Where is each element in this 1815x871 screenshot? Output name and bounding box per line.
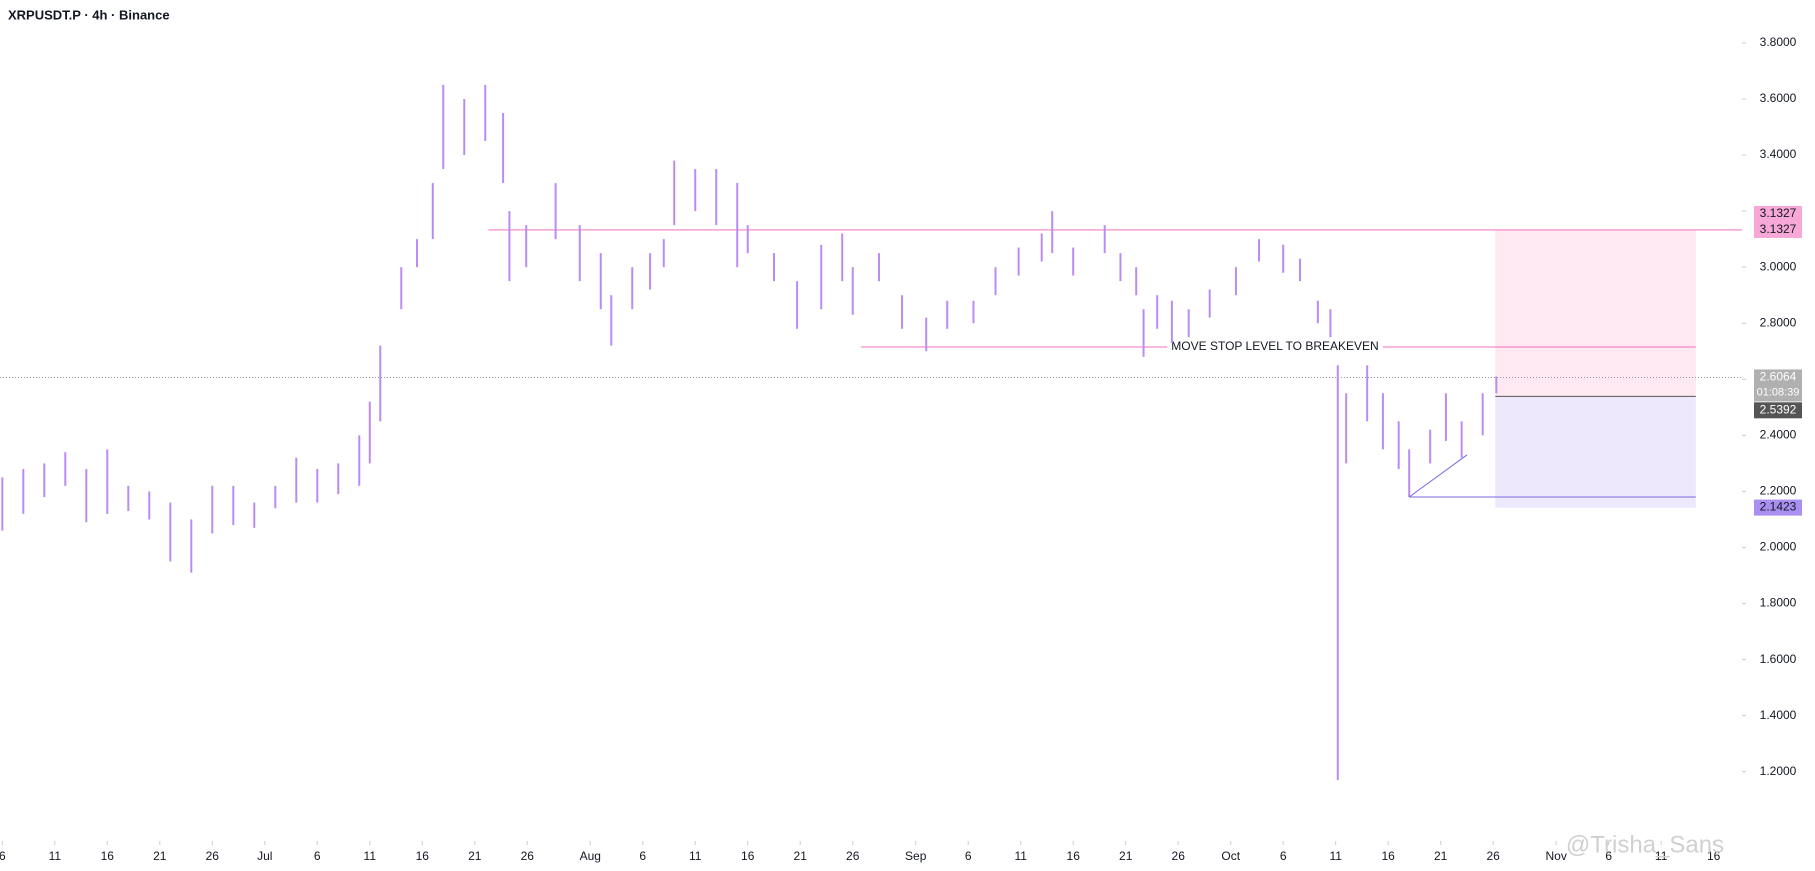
- x-tick-label: 6: [0, 849, 6, 863]
- x-tick-label: Oct: [1221, 849, 1240, 863]
- x-tick-label: 11: [689, 849, 702, 863]
- y-tick-label: 3.0000: [1760, 259, 1797, 273]
- x-tick-label: 16: [416, 849, 430, 863]
- x-tick-label: 21: [1119, 849, 1133, 863]
- x-tick-label: 16: [741, 849, 755, 863]
- y-tick-label: 3.4000: [1760, 147, 1797, 161]
- entry-label-bg: [1754, 402, 1802, 419]
- x-tick-label: 26: [1172, 849, 1186, 863]
- x-tick-label: 16: [1382, 849, 1396, 863]
- y-tick-label: 2.8000: [1760, 315, 1797, 329]
- profit-zone: [1495, 229, 1696, 397]
- y-tick-label: 2.0000: [1760, 540, 1797, 554]
- stop-label: 2.1423: [1760, 500, 1797, 514]
- x-tick-label: 6: [1280, 849, 1287, 863]
- x-tick-label: Jul: [257, 849, 272, 863]
- x-tick-label: 26: [521, 849, 535, 863]
- x-tick-label: 21: [468, 849, 482, 863]
- y-tick-label: 1.6000: [1760, 652, 1797, 666]
- y-tick-label: 2.2000: [1760, 484, 1797, 498]
- trend-line: [1408, 454, 1468, 498]
- x-tick-label: 21: [153, 849, 167, 863]
- x-tick-label: 11: [1329, 849, 1342, 863]
- x-tick-label: 26: [846, 849, 860, 863]
- y-tick-label: 3.6000: [1760, 91, 1797, 105]
- target-label: 3.1327: [1760, 206, 1797, 220]
- loss-zone: [1495, 396, 1696, 508]
- x-tick-label: 11: [1014, 849, 1027, 863]
- x-tick-label: 6: [1605, 849, 1612, 863]
- x-tick-label: Aug: [580, 849, 601, 863]
- countdown: 01:08:39: [1757, 386, 1800, 398]
- resistance-label: 3.1327: [1760, 222, 1797, 236]
- x-tick-label: 21: [794, 849, 808, 863]
- chart-title: XRPUSDT.P · 4h · Binance: [8, 7, 170, 22]
- stop-label-bg: [1754, 499, 1802, 516]
- resistance-label-bg: [1754, 221, 1802, 238]
- y-tick-label: 1.2000: [1760, 764, 1797, 778]
- x-tick-label: Nov: [1545, 849, 1566, 863]
- x-tick-label: 6: [314, 849, 321, 863]
- x-tick-label: 16: [1067, 849, 1081, 863]
- x-tick-label: 21: [1434, 849, 1448, 863]
- x-tick-label: Sep: [905, 849, 927, 863]
- breakeven-label-bg: [1167, 341, 1383, 354]
- x-tick-label: 6: [965, 849, 972, 863]
- x-tick-label: 16: [101, 849, 115, 863]
- x-tick-label: 11: [1655, 849, 1668, 863]
- y-tick-label: 3.8000: [1760, 35, 1797, 49]
- breakeven-label: MOVE STOP LEVEL TO BREAKEVEN: [1171, 339, 1378, 353]
- x-tick-label: 11: [364, 849, 377, 863]
- x-tick-label: 26: [1486, 849, 1500, 863]
- x-tick-label: 11: [49, 849, 62, 863]
- y-tick-label: 2.4000: [1760, 428, 1797, 442]
- x-tick-label: 26: [206, 849, 220, 863]
- y-tick-label: 1.4000: [1760, 708, 1797, 722]
- x-tick-label: 16: [1707, 849, 1721, 863]
- entry-label: 2.5392: [1760, 402, 1797, 416]
- last-price-bg: [1754, 369, 1802, 402]
- x-tick-label: 6: [639, 849, 646, 863]
- watermark: @Trisha_Sans: [1566, 831, 1724, 858]
- y-tick-label: 1.8000: [1760, 596, 1797, 610]
- target-label-bg: [1754, 205, 1802, 222]
- last-price-label: 2.6064: [1760, 370, 1797, 384]
